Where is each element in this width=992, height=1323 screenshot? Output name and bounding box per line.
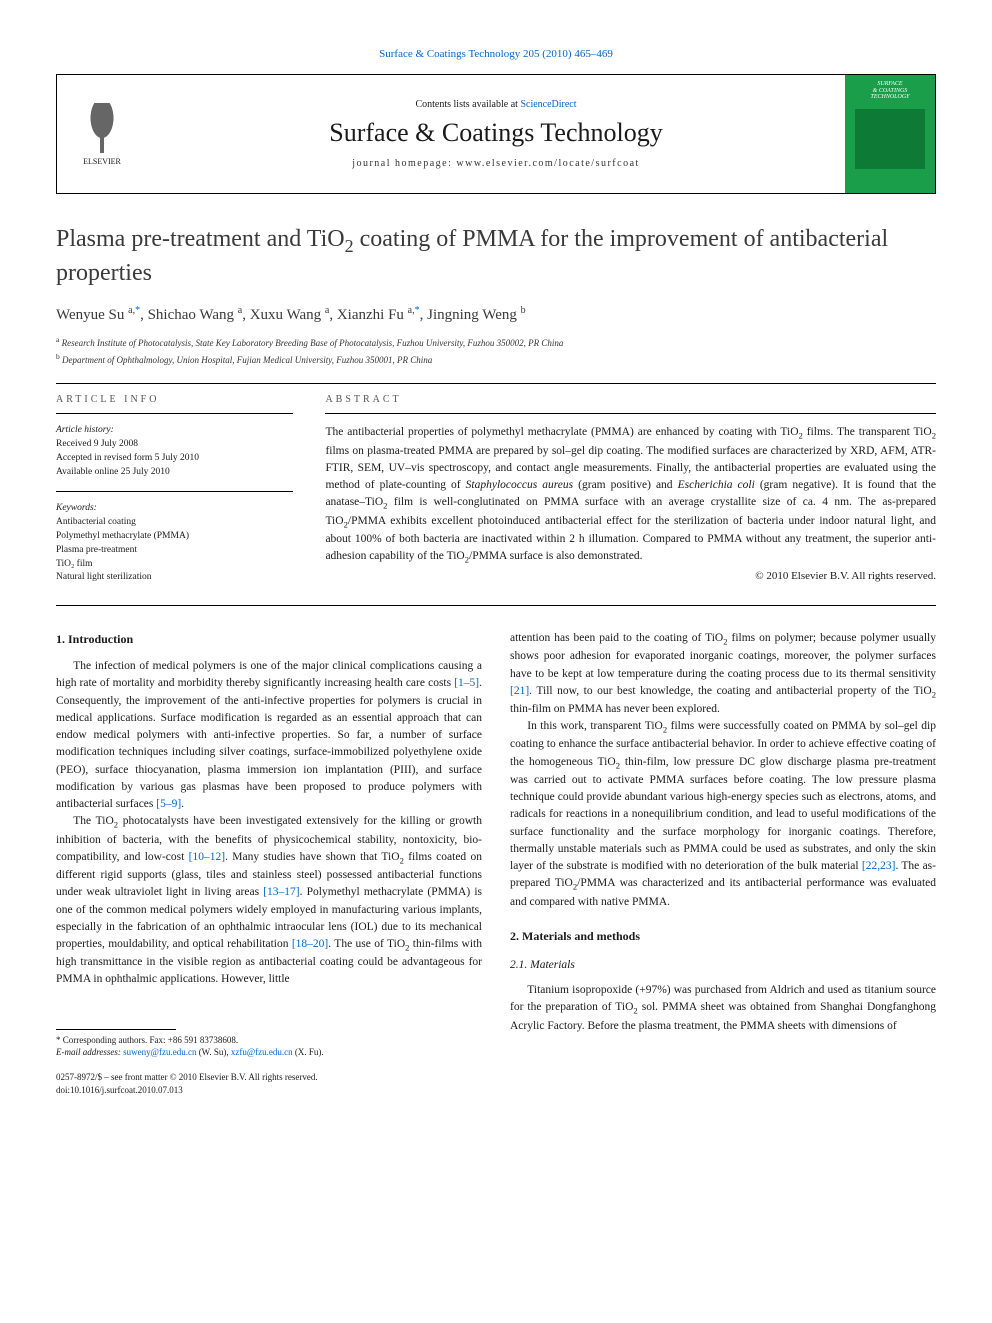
elsevier-logo: ELSEVIER bbox=[57, 75, 147, 193]
divider bbox=[56, 383, 936, 384]
header-center: Contents lists available at ScienceDirec… bbox=[147, 91, 845, 177]
article-title: Plasma pre-treatment and TiO2 coating of… bbox=[56, 224, 936, 289]
author: Xuxu Wang a bbox=[250, 307, 330, 323]
divider bbox=[56, 605, 936, 606]
contents-line: Contents lists available at ScienceDirec… bbox=[147, 99, 845, 110]
article-info-col: article info Article history: Received 9… bbox=[56, 394, 293, 597]
journal-header-box: ELSEVIER Contents lists available at Sci… bbox=[56, 74, 936, 194]
journal-name: Surface & Coatings Technology bbox=[147, 118, 845, 148]
email-link[interactable]: suweny@fzu.edu.cn bbox=[123, 1047, 196, 1057]
section-heading: 2. Materials and methods bbox=[510, 927, 936, 945]
article-info-heading: article info bbox=[56, 394, 293, 405]
ref-link[interactable]: [21] bbox=[510, 685, 529, 697]
section-heading: 1. Introduction bbox=[56, 630, 482, 648]
affiliations: a Research Institute of Photocatalysis, … bbox=[56, 334, 936, 367]
top-citation: 205 (2010) 465–469 bbox=[523, 48, 613, 60]
body-paragraph: attention has been paid to the coating o… bbox=[510, 630, 936, 718]
subsection-heading: 2.1. Materials bbox=[510, 957, 936, 974]
info-abstract-row: article info Article history: Received 9… bbox=[56, 394, 936, 597]
corr-emails: E-mail addresses: suweny@fzu.edu.cn (W. … bbox=[56, 1046, 482, 1059]
ref-link[interactable]: [22,23] bbox=[862, 860, 896, 872]
top-journal: Surface & Coatings Technology bbox=[379, 48, 520, 60]
author: Wenyue Su a,* bbox=[56, 307, 140, 323]
doi: doi:10.1016/j.surfcoat.2010.07.013 bbox=[56, 1084, 482, 1098]
history-label: Article history: bbox=[56, 424, 293, 438]
abstract-heading: abstract bbox=[325, 394, 936, 405]
keywords-block: Keywords: Antibacterial coating Polymeth… bbox=[56, 502, 293, 585]
body-paragraph: Titanium isopropoxide (+97%) was purchas… bbox=[510, 982, 936, 1035]
article-history: Article history: Received 9 July 2008 Ac… bbox=[56, 424, 293, 479]
keyword: Polymethyl methacrylate (PMMA) bbox=[56, 530, 293, 544]
sciencedirect-link[interactable]: ScienceDirect bbox=[520, 99, 576, 110]
doi-block: 0257-8972/$ – see front matter © 2010 El… bbox=[56, 1071, 482, 1098]
corresponding-footer: * Corresponding authors. Fax: +86 591 83… bbox=[56, 1029, 482, 1059]
keywords-label: Keywords: bbox=[56, 502, 293, 516]
affiliation: a Research Institute of Photocatalysis, … bbox=[56, 334, 936, 351]
journal-cover-thumb: SURFACE & COATINGS TECHNOLOGY bbox=[845, 75, 935, 193]
ref-link[interactable]: [10–12] bbox=[189, 851, 225, 863]
divider bbox=[56, 413, 293, 414]
corr-mark[interactable]: * bbox=[135, 305, 140, 316]
footer-rule bbox=[56, 1029, 176, 1030]
keyword: Natural light sterilization bbox=[56, 571, 293, 585]
email-label: E-mail addresses: bbox=[56, 1047, 121, 1057]
divider bbox=[325, 413, 936, 414]
top-citation-link: Surface & Coatings Technology 205 (2010)… bbox=[56, 48, 936, 60]
cover-thumb-image bbox=[855, 109, 925, 169]
online-date: Available online 25 July 2010 bbox=[56, 466, 293, 480]
affiliation: b Department of Ophthalmology, Union Hos… bbox=[56, 351, 936, 368]
author: Xianzhi Fu a,* bbox=[337, 307, 420, 323]
issn-line: 0257-8972/$ – see front matter © 2010 El… bbox=[56, 1071, 482, 1085]
received-date: Received 9 July 2008 bbox=[56, 438, 293, 452]
body-paragraph: The infection of medical polymers is one… bbox=[56, 658, 482, 813]
author: Jingning Weng b bbox=[427, 307, 526, 323]
ref-link[interactable]: [18–20] bbox=[292, 938, 328, 950]
corr-fax: * Corresponding authors. Fax: +86 591 83… bbox=[56, 1034, 482, 1047]
abstract-copyright: © 2010 Elsevier B.V. All rights reserved… bbox=[325, 570, 936, 582]
journal-citation-link[interactable]: Surface & Coatings Technology 205 (2010)… bbox=[379, 48, 613, 60]
author-list: Wenyue Su a,*, Shichao Wang a, Xuxu Wang… bbox=[56, 305, 936, 324]
body-paragraph: The TiO2 photocatalysts have been invest… bbox=[56, 813, 482, 988]
email-link[interactable]: xzfu@fzu.edu.cn bbox=[231, 1047, 293, 1057]
abstract-col: abstract The antibacterial properties of… bbox=[325, 394, 936, 597]
ref-link[interactable]: [1–5] bbox=[454, 677, 479, 689]
abstract-text: The antibacterial properties of polymeth… bbox=[325, 424, 936, 566]
divider bbox=[56, 491, 293, 492]
body-paragraph: In this work, transparent TiO2 films wer… bbox=[510, 718, 936, 911]
ref-link[interactable]: [13–17] bbox=[263, 886, 299, 898]
cover-thumb-label: SURFACE & COATINGS TECHNOLOGY bbox=[870, 81, 909, 101]
author: Shichao Wang a bbox=[148, 307, 243, 323]
ref-link[interactable]: [5–9] bbox=[156, 798, 181, 810]
journal-homepage: journal homepage: www.elsevier.com/locat… bbox=[147, 158, 845, 169]
page: Surface & Coatings Technology 205 (2010)… bbox=[0, 0, 992, 1138]
accepted-date: Accepted in revised form 5 July 2010 bbox=[56, 452, 293, 466]
keyword: Antibacterial coating bbox=[56, 516, 293, 530]
elsevier-label: ELSEVIER bbox=[83, 157, 121, 166]
keyword: TiO₂ film bbox=[56, 558, 293, 572]
elsevier-tree-icon bbox=[82, 103, 122, 153]
corr-mark[interactable]: * bbox=[415, 305, 420, 316]
keyword: Plasma pre-treatment bbox=[56, 544, 293, 558]
contents-prefix: Contents lists available at bbox=[415, 99, 520, 110]
body-columns: 1. Introduction The infection of medical… bbox=[56, 630, 936, 1098]
